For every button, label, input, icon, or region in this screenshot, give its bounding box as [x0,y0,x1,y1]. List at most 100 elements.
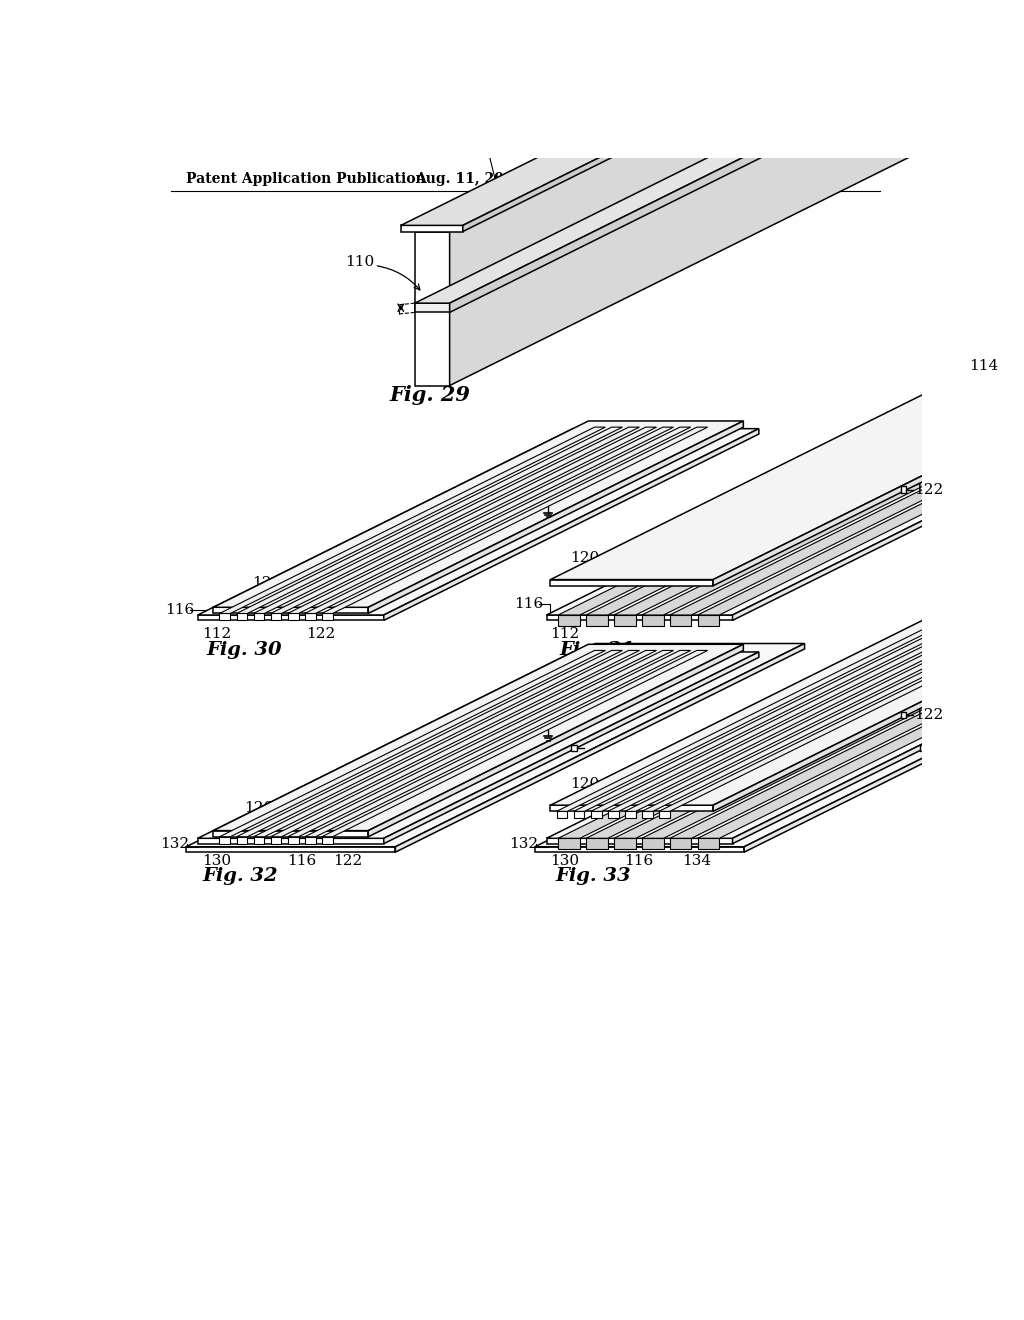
Polygon shape [586,429,983,615]
Polygon shape [322,651,708,837]
Text: 114: 114 [969,359,998,374]
Polygon shape [697,652,1024,838]
Text: 134: 134 [682,854,712,867]
Polygon shape [697,429,1024,615]
Polygon shape [547,615,732,620]
Polygon shape [591,626,977,812]
Polygon shape [198,838,384,843]
Polygon shape [558,838,580,849]
Polygon shape [550,805,713,812]
Text: 122: 122 [913,483,943,496]
Polygon shape [732,652,1024,843]
Polygon shape [625,626,1011,812]
Text: 122: 122 [334,854,362,867]
Text: 120: 120 [245,800,273,814]
Polygon shape [213,421,743,607]
Polygon shape [713,619,1024,812]
Text: Aug. 11, 2011  Sheet 13 of 21: Aug. 11, 2011 Sheet 13 of 21 [415,172,645,186]
Polygon shape [254,614,264,620]
Polygon shape [463,0,974,231]
Bar [571,744,577,751]
Text: Fig. 32: Fig. 32 [203,867,279,884]
Text: 112: 112 [550,627,580,642]
Polygon shape [670,838,691,849]
Polygon shape [384,652,759,843]
Polygon shape [558,615,580,626]
Polygon shape [415,0,1024,304]
Polygon shape [642,652,1024,838]
Polygon shape [219,837,230,843]
Polygon shape [658,812,670,818]
Polygon shape [237,614,248,620]
Polygon shape [535,847,744,853]
Polygon shape [558,652,955,838]
Polygon shape [254,651,640,837]
Polygon shape [322,614,333,620]
Text: 122: 122 [306,627,336,642]
Text: 116: 116 [514,597,543,611]
Polygon shape [415,231,450,385]
Polygon shape [697,615,719,626]
Bar [920,744,926,751]
Text: 132: 132 [509,837,539,851]
Polygon shape [288,428,674,614]
Polygon shape [607,626,993,812]
Polygon shape [213,644,743,830]
Polygon shape [550,393,1024,579]
Polygon shape [270,651,656,837]
Polygon shape [547,838,732,843]
Text: 110: 110 [345,255,374,269]
Polygon shape [237,837,248,843]
Polygon shape [213,607,369,614]
Text: 120: 120 [569,776,599,791]
Polygon shape [744,644,1024,853]
Text: Fig. 33: Fig. 33 [555,867,631,884]
Polygon shape [254,428,640,614]
Text: Fig. 31: Fig. 31 [559,640,635,659]
Polygon shape [254,837,264,843]
Text: 122: 122 [913,708,943,722]
Polygon shape [535,644,1024,847]
Text: 120: 120 [252,576,282,590]
Polygon shape [625,812,636,818]
Polygon shape [369,421,743,614]
Polygon shape [586,838,607,849]
Polygon shape [198,429,759,615]
Polygon shape [288,837,299,843]
Polygon shape [305,614,315,620]
Text: 130: 130 [202,854,230,867]
Polygon shape [395,644,805,853]
Polygon shape [614,429,1011,615]
Polygon shape [450,0,1024,313]
Polygon shape [186,847,395,853]
Polygon shape [550,619,1024,805]
Text: Fig. 30: Fig. 30 [207,640,282,659]
Polygon shape [547,652,1024,838]
Polygon shape [305,651,690,837]
Polygon shape [557,626,942,812]
Polygon shape [670,652,1024,838]
Polygon shape [270,837,282,843]
Polygon shape [322,837,333,843]
Text: 112: 112 [506,207,535,222]
Text: US 2011/0192977 A1: US 2011/0192977 A1 [640,172,803,186]
Polygon shape [614,652,1011,838]
Polygon shape [573,626,959,812]
Text: 120: 120 [569,550,599,565]
Polygon shape [305,837,315,843]
Polygon shape [642,812,652,818]
Polygon shape [591,812,601,818]
Polygon shape [658,626,1024,812]
Polygon shape [322,428,708,614]
Polygon shape [198,615,384,620]
Polygon shape [557,812,567,818]
Polygon shape [642,615,664,626]
Polygon shape [198,652,759,838]
Polygon shape [607,812,618,818]
Bar [901,487,906,492]
Polygon shape [642,429,1024,615]
Polygon shape [558,429,955,615]
Polygon shape [670,615,691,626]
Polygon shape [237,651,623,837]
Polygon shape [400,0,974,226]
